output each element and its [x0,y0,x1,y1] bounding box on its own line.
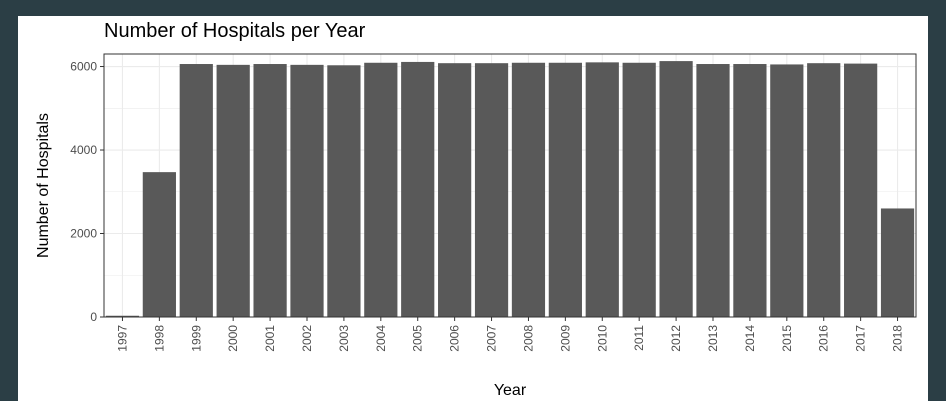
bars [105,61,915,318]
bar-2014 [733,64,767,317]
x-tick-label: 2002 [300,325,314,352]
x-tick-label: 2010 [595,325,609,352]
chart-panel: Number of Hospitals per Year 0 2000 4000 60… [18,16,928,401]
x-tick-label: 2001 [263,325,277,352]
x-tick-label: 2006 [448,325,462,352]
bar-2002 [290,64,324,317]
x-tick-label: 2016 [817,325,831,352]
bar-2004 [364,62,398,318]
bar-2018 [880,208,915,317]
bar-2012 [659,61,693,317]
x-axis-title: Year [494,382,527,399]
x-tick-label: 2012 [669,325,683,352]
bar-1997 [105,315,140,317]
bar-2010 [585,62,619,317]
bar-2006 [438,63,472,317]
bar-2005 [401,61,435,317]
bar-2016 [807,63,841,317]
bar-2000 [216,64,250,317]
plot-border [103,53,917,318]
axes: 0 2000 4000 6000 1997 1998 1999 2000 2001 2002 200… [70,60,904,352]
y-tick-label: 2000 [70,227,97,241]
bar-2013 [696,64,730,317]
x-tick-label: 2013 [706,325,720,352]
y-tick-label: 6000 [70,60,97,74]
bar-2015 [770,64,804,317]
x-tick-label: 2005 [411,325,425,352]
x-tick-label: 2007 [485,325,499,352]
bar-2009 [548,62,582,318]
bar-2017 [844,63,878,317]
bar-2011 [622,62,656,318]
bar-1998 [142,172,176,317]
bar-1999 [179,64,213,317]
x-tick-label: 2008 [521,325,535,352]
bar-2008 [511,62,546,318]
x-tick-label: 2017 [854,325,868,352]
y-tick-label: 0 [90,310,97,324]
x-tick-label: 2015 [780,325,794,352]
bar-2007 [474,63,509,317]
x-tick-label: 2009 [558,325,572,352]
x-tick-label: 1997 [115,325,129,352]
x-tick-label: 2014 [743,325,757,352]
x-tick-label: 2004 [374,325,388,352]
x-tick-label: 2003 [337,325,351,352]
bar-chart: 0 2000 4000 6000 1997 1998 1999 2000 2001 2002 200… [35,53,917,399]
bar-2001 [253,64,287,317]
y-axis-title: Number of Hospitals [35,113,52,258]
x-tick-label: 2011 [632,325,646,351]
y-tick-label: 4000 [70,143,97,157]
x-tick-label: 1998 [152,325,166,352]
x-tick-label: 2000 [226,325,240,352]
bar-2003 [327,65,361,317]
chart-title: Number of Hospitals per Year [104,20,366,42]
x-tick-label: 1999 [189,325,203,352]
x-tick-label: 2018 [891,325,905,352]
